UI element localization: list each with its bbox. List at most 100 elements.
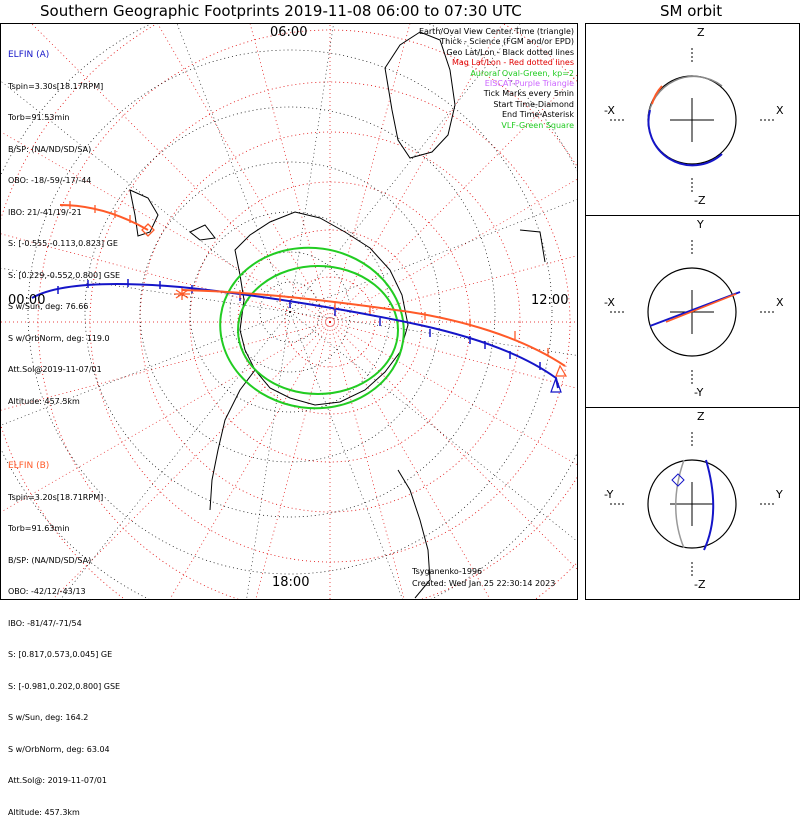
geo-lon-line [289,199,577,313]
geo-lat-circle [189,211,391,413]
orbit-axis-label: Y [697,218,704,231]
elfin-b-line: S w/Sun, deg: 164.2 [8,713,89,722]
mag-lon-line [1,321,331,513]
elfin-a-line: S: [-0.555,-0.113,0.823] GE [8,239,118,248]
orbit-axis-label: -Z [694,194,706,207]
orbit-axis-label: Z [697,410,705,423]
auroral-oval-outer [219,246,405,410]
orbit-yz-earth-circle [647,459,737,549]
legend-entry: EISCAT-Purple Triangle [484,79,574,89]
elfin-a-line: IBO: 21/-41/19/-21 [8,207,82,217]
auroral-oval-inner [237,265,399,395]
geo-lat-circle [139,161,441,463]
elfin-b-name: ELFIN (B) [8,461,50,471]
elfin-b-line: S: [-0.981,0.202,0.800] GSE [8,681,121,691]
model-credit: Tsyganenko-1996 [412,567,483,576]
geo-lat-circle [259,281,321,343]
mag-lon-line [329,321,577,389]
elfin-b-line: S: [0.817,0.573,0.045] GE [8,650,113,659]
legend-entry: End Time-Asterisk [501,110,574,120]
legend-entry: Geo Lat/Lon - Black dotted lines [446,47,574,57]
geo-lon-line [1,268,291,313]
geo-lat-circle [27,49,553,575]
mag-lon-line [255,321,331,599]
mag-lon-line [329,321,405,599]
hour-label-left: 00:00 [8,293,46,308]
new-zealand-outline [129,189,159,237]
south-america-outline [397,469,431,599]
elfin-a-track [31,283,559,389]
hour-label-bottom: 18:00 [272,575,310,590]
elfin-b-end-asterisk [174,288,190,300]
orbit-xz-track-a [647,109,723,167]
elfin-b-info: ELFIN (B) Tspin=3.20s[18.71RPM] Torb=91.… [8,440,120,829]
map-layer [1,24,577,599]
orbit-yz-start-diamond [671,473,685,487]
peninsula-outline [209,369,256,511]
orbit-axis-label: -X [604,104,615,117]
orbit-axis-label: -Z [694,578,706,591]
footprint-map-svg [1,24,774,599]
orbit-yz-track-gray [675,459,685,549]
hour-label-top: 06:00 [270,25,308,40]
elfin-b-line: Tspin=3.20s[18.71RPM] [8,492,104,502]
elfin-b-triangle [555,364,568,377]
elfin-a-line: B/SP: (NA/ND/SD/SA) [8,144,92,154]
orbit-axis-label: -Y [604,488,614,501]
created-credit: Created: Wed Jan 25 22:30:14 2023 [412,579,556,588]
geo-lon-line [289,24,521,313]
island-outline [189,224,216,241]
orbit-xy-earth-circle [647,267,737,357]
mag-lon-line [329,24,411,323]
elfin-a-line: Torb=91.53min [8,113,70,122]
mag-lon-line [329,24,503,323]
mag-lon-line [169,321,331,599]
elfin-b-start-diamond [141,223,155,237]
elfin-b-line: B/SP: (NA/ND/SD/SA) [8,555,92,565]
legend-entry: Tick Marks every 5min [483,89,574,99]
mag-lon-line [1,131,331,323]
mag-lon-line [52,321,331,599]
elfin-b-line: Torb=91.63min [8,524,70,533]
mag-lon-line [157,24,331,323]
mag-lon-line [249,24,331,323]
elfin-a-line: S w/Sun, deg: 76.66 [8,302,89,311]
legend-entry: Earth/Oval View Center Time (triangle) [418,27,574,36]
orbit-axis-label: -Y [694,386,704,399]
mag-lon-line [1,321,331,411]
orbit-xz-track-b [651,85,663,105]
orbit-xy-track-b [665,293,737,323]
mag-lon-line [1,233,331,323]
page-title: Southern Geographic Footprints 2019-11-0… [40,2,522,20]
antarctica-outline [234,211,409,406]
elfin-a-line: OBO: -18/-59/-17/-44 [8,176,92,185]
mag-lon-line [329,74,577,323]
legend-entry: Thick - Science (FGM and/or EPD) [440,37,574,47]
legend-entry: Start Time-Diamond [493,99,574,109]
geo-lon-line [1,80,291,313]
hour-label-right: 12:00 [531,293,569,308]
legend-entry: Mag Lat/Lon - Red dotted lines [451,58,574,68]
mag-lon-line [31,24,331,323]
mag-lon-line [329,321,577,466]
mag-lon-line [329,178,577,323]
elfin-a-line: Altitude: 457.5km [8,396,80,406]
geo-lon-line [289,311,577,542]
africa-outline [519,229,546,263]
geo-lon-line [176,24,291,313]
orbit-axis-label: Z [697,26,705,39]
elfin-a-name: ELFIN (A) [8,50,50,60]
elfin-b-line: Att.Sol@: 2019-11-07/01 [8,776,107,785]
orbit-axis-label: X [776,104,784,117]
geo-lon-line [289,311,403,599]
mag-lon-line [329,255,577,323]
elfin-b-line: Altitude: 457.3km [8,807,80,817]
elfin-a-triangle [550,376,562,393]
orbit-title: SM orbit [660,2,723,20]
legend-entry: Auroral Oval-Green, kp=2 [470,68,574,78]
orbit-axis-label: -X [604,296,615,309]
orbit-axis-label: Y [776,488,783,501]
geo-lon-line [289,24,334,313]
mag-lon-line [329,321,577,570]
orbit-yz-track-a [703,459,715,551]
